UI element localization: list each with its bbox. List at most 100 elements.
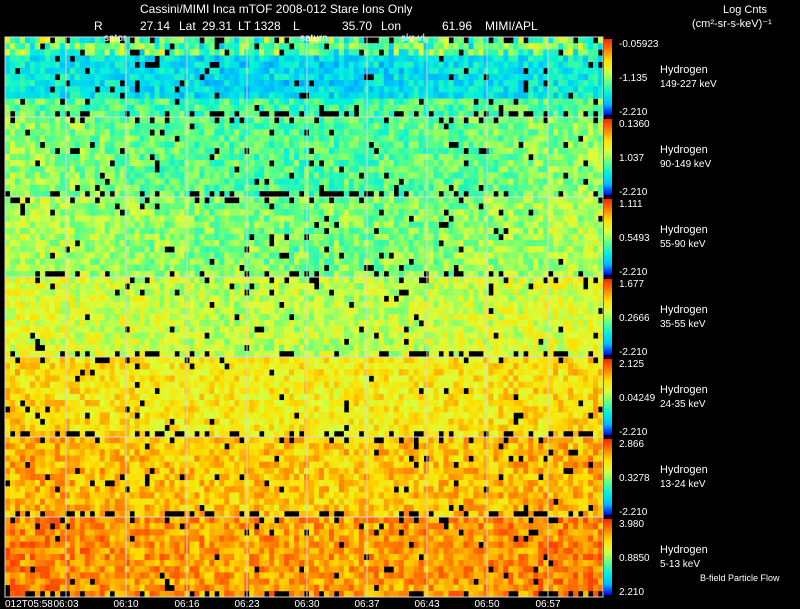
heatmap-cell	[513, 92, 519, 99]
heatmap-cell	[19, 221, 26, 229]
heatmap-cell	[378, 86, 385, 93]
heatmap-cell	[294, 43, 300, 50]
heatmap-cell	[94, 344, 101, 352]
heatmap-cell	[29, 104, 36, 112]
heatmap-cell	[433, 55, 439, 63]
heatmap-cell	[353, 227, 360, 235]
heatmap-cell	[249, 252, 255, 259]
heatmap-cell	[199, 252, 205, 259]
heatmap-cell	[139, 270, 145, 278]
heatmap-cell	[254, 227, 260, 235]
heatmap-cell	[79, 277, 86, 284]
heatmap-cell	[313, 73, 320, 81]
heatmap-cell	[109, 123, 116, 130]
heatmap-cell	[353, 141, 360, 149]
heatmap-cell	[164, 141, 170, 149]
heatmap-cell	[403, 123, 410, 130]
heatmap-cell	[219, 277, 225, 284]
heatmap-cell	[89, 160, 96, 167]
heatmap-cell	[418, 141, 424, 149]
heatmap-cell	[249, 37, 255, 44]
heatmap-cell	[139, 246, 145, 253]
heatmap-cell	[318, 221, 325, 229]
heatmap-cell	[199, 320, 205, 327]
heatmap-cell	[44, 147, 51, 155]
heatmap-cell	[264, 80, 270, 87]
heatmap-cell	[518, 215, 524, 223]
heatmap-cell	[598, 203, 604, 210]
heatmap-cell	[284, 258, 290, 266]
heatmap-cell	[573, 172, 579, 179]
heatmap-cell	[249, 215, 255, 223]
heatmap-cell	[234, 86, 240, 93]
heatmap-cell	[74, 178, 81, 186]
heatmap-cell	[508, 215, 514, 223]
heatmap-cell	[159, 178, 165, 186]
heatmap-cell	[179, 221, 185, 229]
heatmap-cell	[348, 172, 355, 179]
heatmap-cell	[84, 233, 91, 241]
heatmap-cell	[214, 166, 220, 173]
heatmap-cell	[134, 203, 140, 210]
heatmap-cell	[104, 209, 111, 216]
heatmap-cell	[129, 307, 135, 315]
heatmap-cell	[593, 160, 599, 167]
heatmap-cell	[119, 129, 125, 136]
heatmap-cell	[149, 147, 155, 155]
heatmap-cell	[144, 295, 150, 303]
heatmap-cell	[338, 117, 345, 124]
heatmap-cell	[134, 129, 140, 136]
heatmap-cell	[264, 104, 270, 112]
heatmap-cell	[39, 307, 46, 315]
heatmap-cell	[518, 190, 524, 198]
heatmap-cell	[139, 43, 145, 50]
heatmap-cell	[538, 270, 544, 278]
heatmap-cell	[134, 197, 140, 204]
heatmap-cell	[29, 350, 36, 358]
heatmap-cell	[119, 258, 125, 266]
heatmap-cell	[149, 215, 155, 223]
heatmap-cell	[169, 92, 175, 99]
heatmap-cell	[393, 147, 400, 155]
heatmap-cell	[89, 277, 96, 284]
heatmap-cell	[568, 110, 574, 118]
heatmap-cell	[458, 190, 464, 198]
heatmap-cell	[498, 178, 504, 186]
heatmap-cell	[44, 209, 51, 216]
heatmap-cell	[149, 270, 155, 278]
heatmap-cell	[308, 264, 315, 272]
heatmap-cell	[279, 55, 285, 63]
heatmap-cell	[189, 203, 195, 210]
heatmap-cell	[373, 61, 380, 69]
heatmap-cell	[533, 67, 539, 75]
heatmap-cell	[543, 153, 549, 161]
heatmap-cell	[44, 153, 51, 161]
heatmap-cell	[508, 92, 514, 99]
heatmap-cell	[553, 123, 559, 130]
heatmap-cell	[29, 203, 36, 210]
heatmap-cell	[179, 252, 185, 259]
heatmap-cell	[174, 344, 180, 352]
heatmap-cell	[24, 135, 31, 143]
heatmap-cell	[308, 37, 315, 44]
species-label: Hydrogen	[660, 224, 708, 236]
heatmap-cell	[433, 209, 439, 216]
heatmap-cell	[169, 184, 175, 192]
heatmap-cell	[343, 246, 350, 253]
heatmap-cell	[99, 141, 106, 149]
heatmap-cell	[119, 240, 125, 247]
heatmap-cell	[458, 67, 464, 75]
heatmap-cell	[333, 92, 340, 99]
heatmap-cell	[199, 184, 205, 192]
heatmap-cell	[109, 307, 116, 315]
heatmap-cell	[598, 252, 604, 259]
heatmap-cell	[149, 344, 155, 352]
heatmap-cell	[229, 264, 235, 272]
heatmap-cell	[64, 197, 71, 204]
heatmap-cell	[513, 197, 519, 204]
heatmap-cell	[308, 190, 315, 198]
heatmap-cell	[54, 326, 61, 333]
heatmap-cell	[573, 252, 579, 259]
heatmap-cell	[578, 184, 584, 192]
heatmap-cell	[199, 104, 205, 112]
